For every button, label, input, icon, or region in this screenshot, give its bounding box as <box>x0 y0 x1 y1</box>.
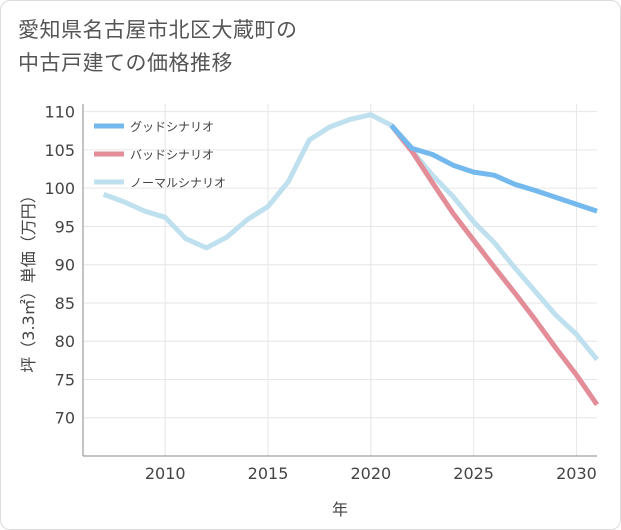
y-tick-label: 95 <box>55 217 75 236</box>
y-tick-label: 75 <box>55 370 75 389</box>
y-tick-label: 90 <box>55 256 75 275</box>
y-tick-label: 105 <box>44 141 75 160</box>
grid-lines <box>83 104 597 456</box>
series-line-1 <box>389 123 598 214</box>
x-tick-label: 2030 <box>556 464 597 483</box>
y-axis-label: 坪（3.3㎡）単価（万円） <box>19 187 38 372</box>
legend-label-3: ノーマルシナリオ <box>130 176 226 190</box>
series-line-3 <box>102 112 599 362</box>
y-tick-label: 85 <box>55 294 75 313</box>
legend-label-1: グッドシナリオ <box>130 120 214 134</box>
y-tick-label: 110 <box>44 103 75 122</box>
chart-title-line-2: 中古戸建ての価格推移 <box>18 51 233 75</box>
chart-title: 愛知県名古屋市北区大蔵町の 中古戸建ての価格推移 <box>18 14 298 80</box>
y-tick-label: 70 <box>55 409 75 428</box>
y-axis-ticks: 70 75 80 85 90 95 100 105 110 <box>44 103 75 428</box>
x-tick-label: 2015 <box>248 464 289 483</box>
x-tick-label: 2025 <box>453 464 494 483</box>
x-tick-label: 2020 <box>350 464 391 483</box>
y-tick-label: 100 <box>44 179 75 198</box>
chart-title-line-1: 愛知県名古屋市北区大蔵町の <box>18 18 298 42</box>
x-axis-ticks: 2010 2015 2020 2025 2030 <box>145 464 597 483</box>
x-tick-label: 2010 <box>145 464 186 483</box>
legend-label-2: バッドシナリオ <box>130 148 214 162</box>
series-line-2 <box>389 123 600 407</box>
y-tick-label: 80 <box>55 332 75 351</box>
series-lines <box>102 112 600 407</box>
x-axis-label: 年 <box>332 500 348 519</box>
